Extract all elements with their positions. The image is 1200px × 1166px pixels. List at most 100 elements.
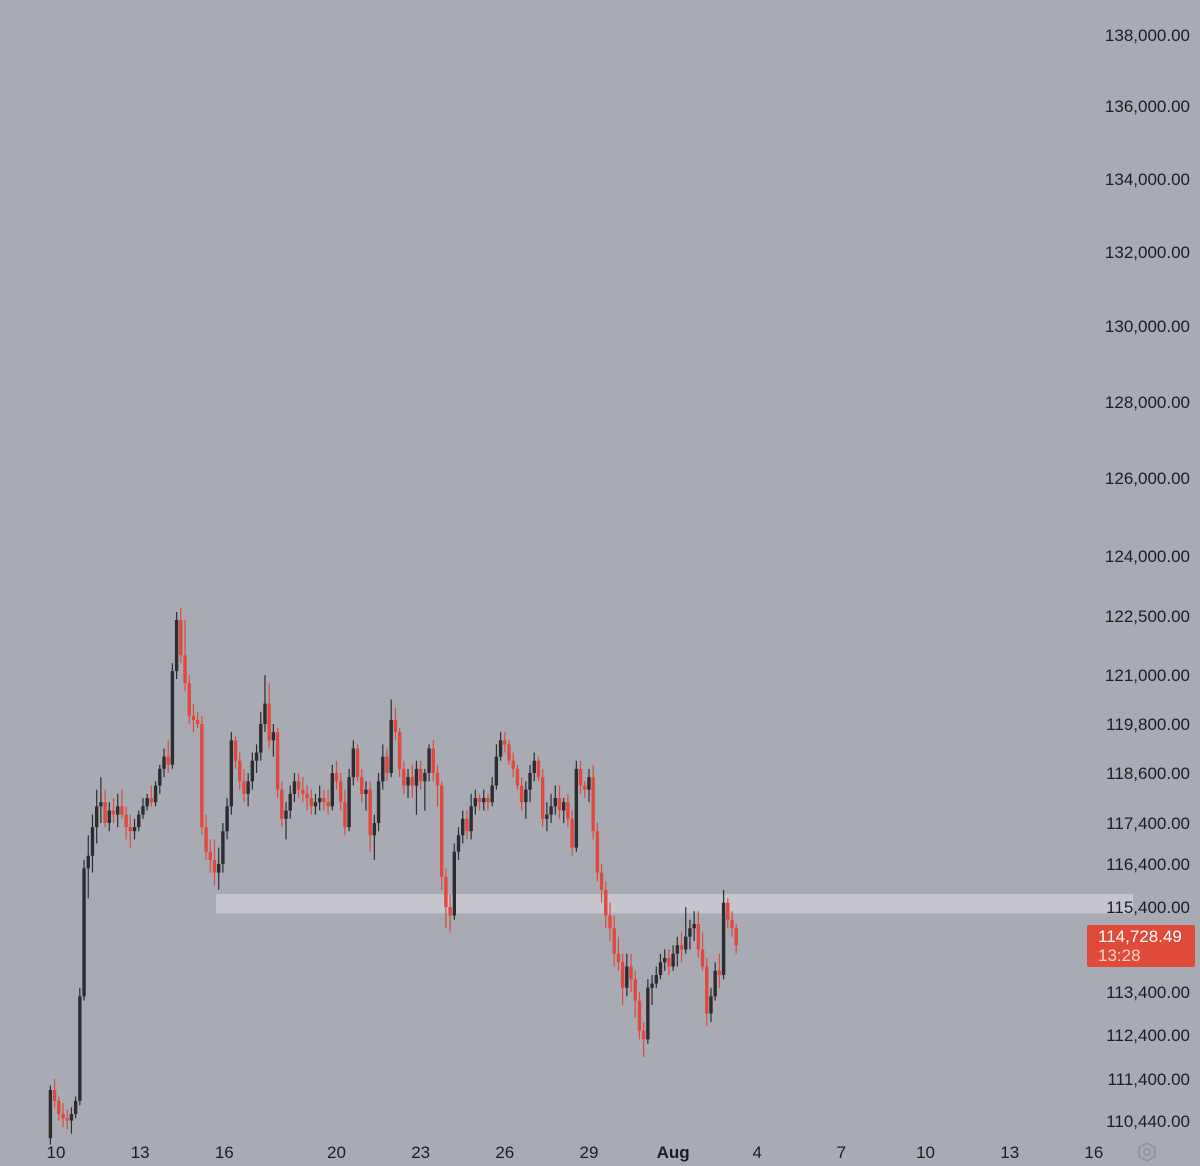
candle-body [78,996,82,1101]
candle-body [145,798,149,807]
candle-body [275,732,280,790]
candle-body [435,773,440,786]
candle [591,764,595,840]
candle-body [204,827,208,852]
candle-body [233,740,238,761]
candle [662,949,667,971]
candle-body [57,1100,61,1114]
last-price-tag-bg [1087,925,1195,967]
candle-body [267,703,271,741]
candle-body [208,851,212,860]
candle-body [465,818,469,832]
y-tick-label: 136,000.00 [1105,97,1190,116]
candle-body [238,760,242,782]
candle [675,936,680,967]
candle-body [174,619,179,672]
candle-body [439,785,444,877]
candle [452,843,457,920]
candle [562,798,566,823]
candle [406,768,410,798]
candle [360,768,364,803]
x-tick-label: 7 [837,1143,846,1162]
candle [246,773,250,807]
candle-body [351,748,356,778]
candle [641,1022,646,1057]
candle-body [730,919,734,929]
candle [137,810,141,832]
candle [448,894,452,933]
candle [389,699,393,778]
candle-body [397,732,402,769]
candle [111,798,116,823]
candle-body [381,756,385,782]
price-axis[interactable]: 138,000.00 136,000.00 134,000.00 132,000.00… [1105,26,1190,1131]
candle-body [557,798,562,811]
candle [515,764,520,790]
gear-icon[interactable] [1138,1142,1156,1162]
candle [166,740,170,773]
candle [549,793,553,823]
candle-body [667,958,671,967]
candle-body [195,719,200,724]
candle [254,744,259,773]
candle [498,732,503,761]
candle [61,1103,65,1128]
candle-body [608,915,612,929]
candle [414,760,419,815]
candle [317,785,322,811]
candle-body [124,814,128,828]
candle-body [385,756,389,773]
candle [330,764,334,811]
x-tick-label: 23 [411,1143,430,1162]
candle [48,1085,53,1145]
candle [204,814,208,860]
candle-body [578,768,583,786]
candle [730,911,734,937]
candle-body [452,851,457,916]
candle [82,859,86,1001]
candle [292,773,297,803]
candle-body [179,619,183,656]
candle [347,768,351,832]
y-tick-label: 115,400.00 [1106,898,1190,917]
candle [170,663,175,769]
candle [461,810,465,844]
candle-body [629,966,633,980]
candle [595,823,600,882]
candle-body [183,655,187,684]
candle-body [461,818,465,836]
candle-body [532,760,536,773]
candle [570,810,574,856]
time-axis[interactable]: 10 13 16 20 23 26 29 Aug 4 7 10 13 16 [47,1143,1104,1162]
candle-body [717,970,722,975]
candle [90,814,95,873]
candle-body [684,936,688,950]
candle [427,744,431,782]
candle-body [242,781,246,794]
candle-body [688,928,692,937]
candle-body [553,798,557,807]
y-tick-label: 124,000.00 [1105,547,1190,566]
y-tick-label: 111,400.00 [1107,1070,1190,1089]
candle-body [700,949,705,967]
candle-body [587,777,591,790]
candle-body [511,760,515,769]
candle [381,744,385,790]
candle-body [473,798,478,807]
candle [524,781,528,819]
candle [490,777,494,807]
candle-body [414,768,419,786]
candle-body [372,823,377,836]
candle [179,608,183,664]
candle [625,953,629,997]
candle-body [671,953,675,967]
candle-body [444,876,448,907]
candle-body [633,979,637,1001]
candle-body [620,962,625,988]
candle-body [330,773,334,807]
candle [553,785,557,815]
candle-body [364,789,368,794]
candle-body [616,953,621,963]
